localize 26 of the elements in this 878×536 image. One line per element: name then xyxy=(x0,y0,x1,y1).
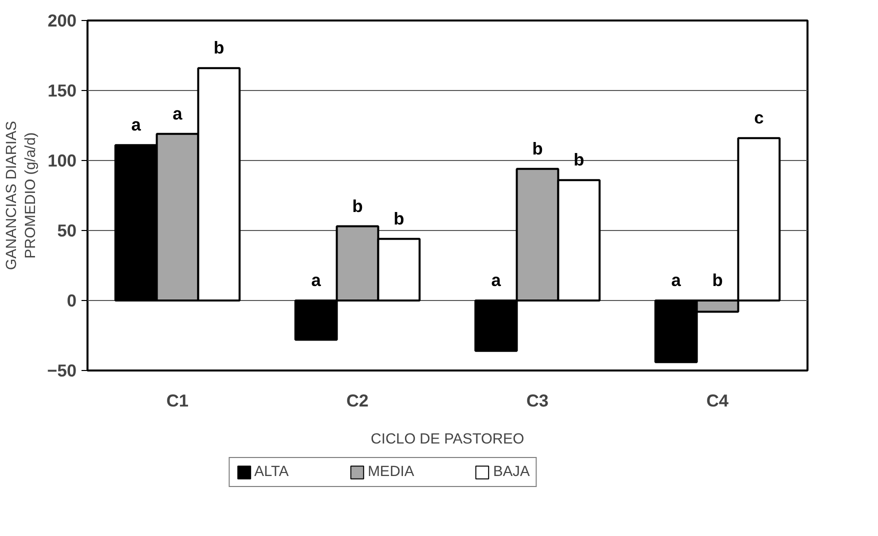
data-label: a xyxy=(172,103,183,124)
y-tick-label: 200 xyxy=(48,10,77,30)
data-label: a xyxy=(491,270,502,290)
y-tick-label: 0 xyxy=(66,290,77,310)
x-tick-label: C4 xyxy=(706,390,729,410)
data-label: a xyxy=(131,114,142,135)
y-tick-label: 100 xyxy=(48,150,77,170)
x-tick-label: C1 xyxy=(166,390,189,410)
data-label: b xyxy=(394,208,404,228)
legend-label: MEDIA xyxy=(368,464,414,480)
y-tick-label: 150 xyxy=(48,80,77,100)
x-axis-title: CICLO DE PASTOREO xyxy=(370,432,524,448)
data-label: b xyxy=(712,270,723,290)
data-label: c xyxy=(754,108,764,128)
legend-label: BAJA xyxy=(493,464,530,480)
data-label: b xyxy=(352,196,363,216)
x-tick-label: C3 xyxy=(526,390,549,410)
data-label: b xyxy=(532,138,543,158)
legend-label: ALTA xyxy=(254,464,289,480)
data-label: a xyxy=(311,270,322,290)
data-label: b xyxy=(214,38,224,58)
y-tick-label: 50 xyxy=(57,220,77,240)
y-axis-title: GANANCIAS DIARIAS PROMEDIO (g/a/d) xyxy=(4,120,40,270)
data-label: a xyxy=(671,270,682,290)
x-tick-label: C2 xyxy=(346,390,369,410)
y-tick-label: −50 xyxy=(47,360,77,380)
